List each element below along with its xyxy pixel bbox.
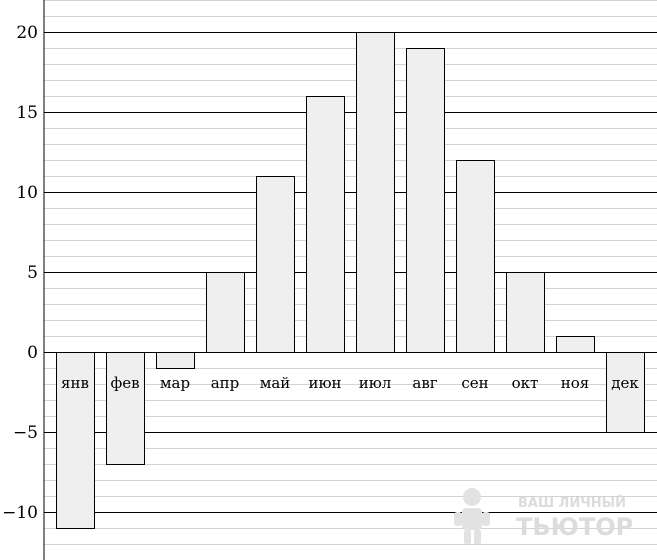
- major-gridlines: [44, 32, 657, 513]
- category-label: янв: [61, 374, 89, 392]
- category-label: июн: [308, 374, 341, 392]
- category-label: июл: [359, 374, 392, 392]
- bar-3: [156, 352, 195, 369]
- bar-10: [506, 272, 545, 353]
- bar-1: [56, 352, 95, 529]
- y-tick-label: 10: [16, 183, 38, 203]
- bar-8: [406, 48, 445, 353]
- category-label: окт: [512, 374, 539, 392]
- category-label: апр: [211, 374, 240, 392]
- y-tick-labels: −10 −5 0 5 10 15 20: [2, 23, 38, 523]
- y-tick-label: 20: [16, 23, 38, 43]
- bar-4: [206, 272, 245, 353]
- y-tick-label: −10: [2, 503, 38, 523]
- category-label: сен: [461, 374, 488, 392]
- y-tick-label: 0: [27, 343, 38, 363]
- bar-12: [606, 352, 645, 433]
- category-label: ноя: [561, 374, 590, 392]
- bar-5: [256, 176, 295, 353]
- bar-2: [106, 352, 145, 465]
- y-tick-label: 15: [16, 103, 38, 123]
- category-label: фев: [110, 374, 139, 392]
- category-labels: янв фев мар апр май июн июл авг сен окт ноя дек: [61, 374, 639, 392]
- y-tick-label: 5: [27, 263, 38, 283]
- y-tick-label: −5: [13, 423, 38, 443]
- category-label: мар: [160, 374, 190, 392]
- bar-7: [356, 32, 395, 353]
- category-label: авг: [412, 374, 437, 392]
- tutor-mascot-icon: [454, 488, 490, 544]
- watermark-line-1: ВАШ ЛИЧНЫЙ: [518, 495, 626, 511]
- category-label: дек: [611, 374, 639, 392]
- bar-9: [456, 160, 495, 353]
- minor-gridlines: [44, 0, 657, 545]
- tutor-watermark: ВАШ ЛИЧНЫЙ ТЬЮТОР: [454, 488, 633, 544]
- category-label: май: [260, 374, 291, 392]
- watermark-line-2: ТЬЮТОР: [516, 513, 633, 541]
- bars: [56, 32, 645, 529]
- bar-11: [556, 336, 595, 353]
- bar-6: [306, 96, 345, 353]
